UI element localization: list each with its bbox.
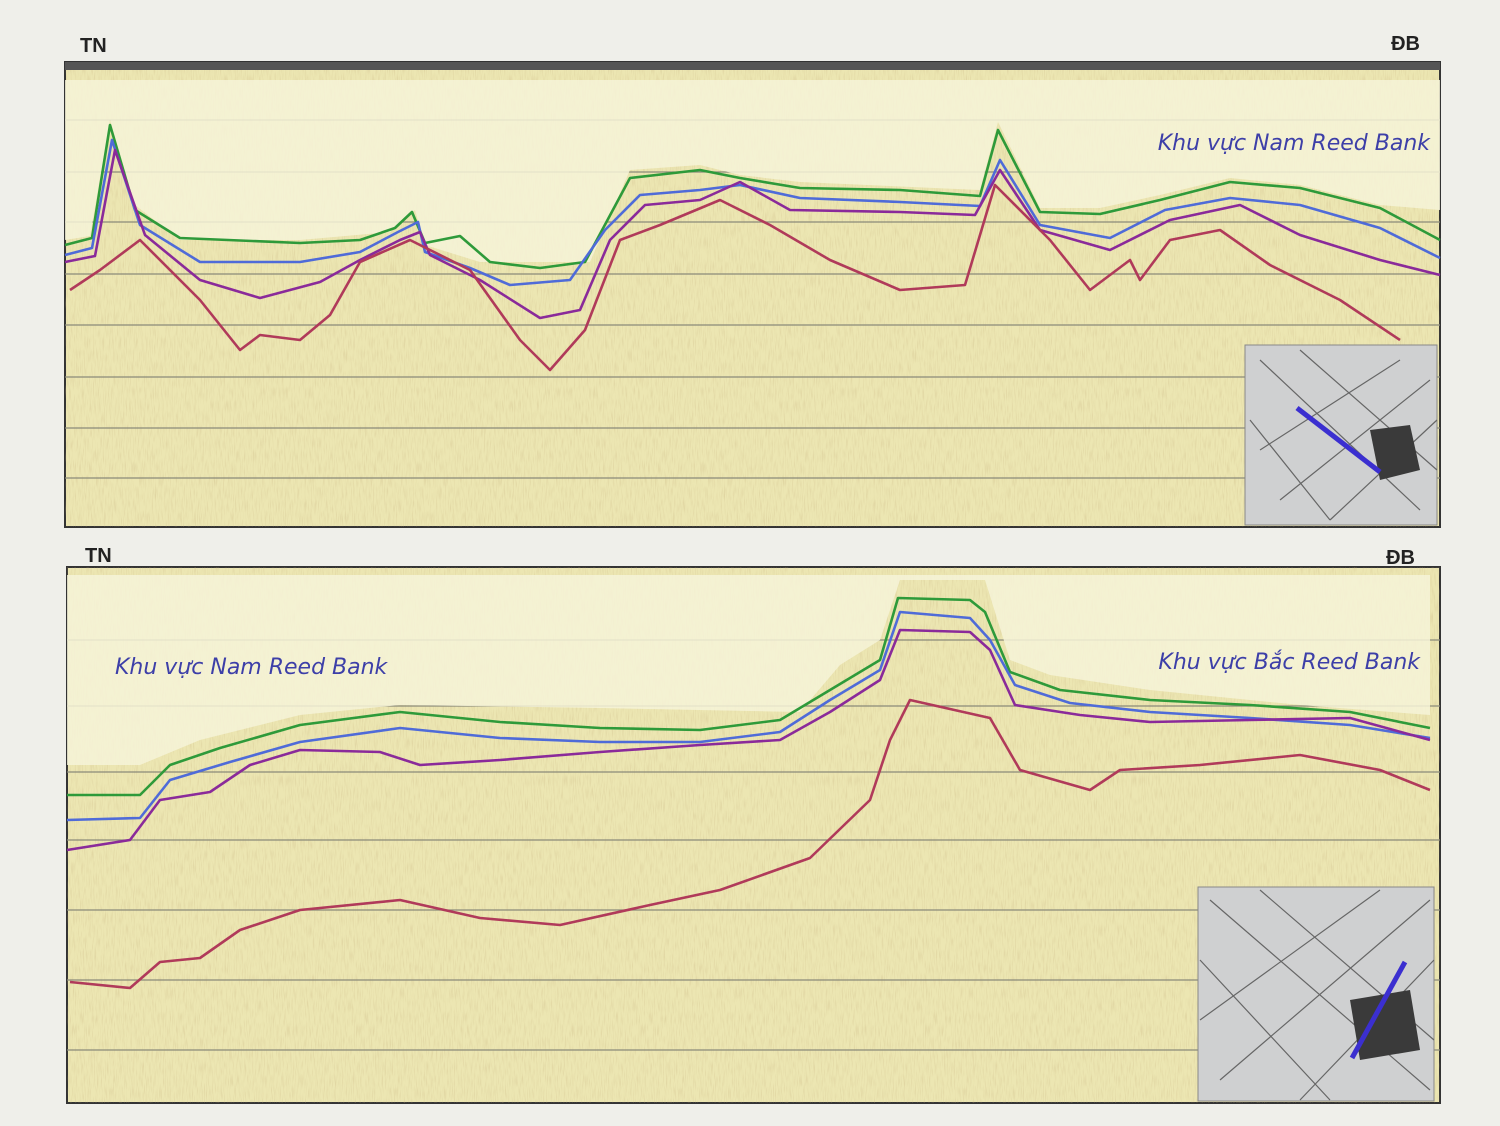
horizon-blue xyxy=(64,138,1441,287)
seismic-panel: TN ĐB Khu vực Nam Reed Bank xyxy=(64,33,1441,528)
top-band xyxy=(65,62,1440,70)
horizon-red xyxy=(69,183,1401,372)
area-annotation: Khu vực Bắc Reed Bank xyxy=(1158,650,1421,675)
water-column xyxy=(65,80,1440,262)
horizon-blue xyxy=(66,610,1431,822)
water-column xyxy=(67,575,1430,765)
horizon-purple xyxy=(66,628,1431,852)
direction-left: TN xyxy=(80,35,107,57)
direction-right: ĐB xyxy=(1386,547,1415,569)
horizon-green xyxy=(67,596,1431,797)
location-inset xyxy=(1197,886,1435,1102)
location-inset xyxy=(1244,344,1438,526)
horizon-green xyxy=(64,123,1441,270)
horizon-purple xyxy=(64,148,1441,320)
area-annotation: Khu vực Nam Reed Bank xyxy=(1158,131,1432,156)
area-annotation: Khu vực Nam Reed Bank xyxy=(115,655,389,680)
horizon-red xyxy=(69,698,1431,990)
direction-right: ĐB xyxy=(1391,33,1420,55)
seismic-panel: TN ĐB Khu vực Nam Reed Bank Khu vực Bắc … xyxy=(66,545,1441,1104)
direction-left: TN xyxy=(85,545,112,567)
